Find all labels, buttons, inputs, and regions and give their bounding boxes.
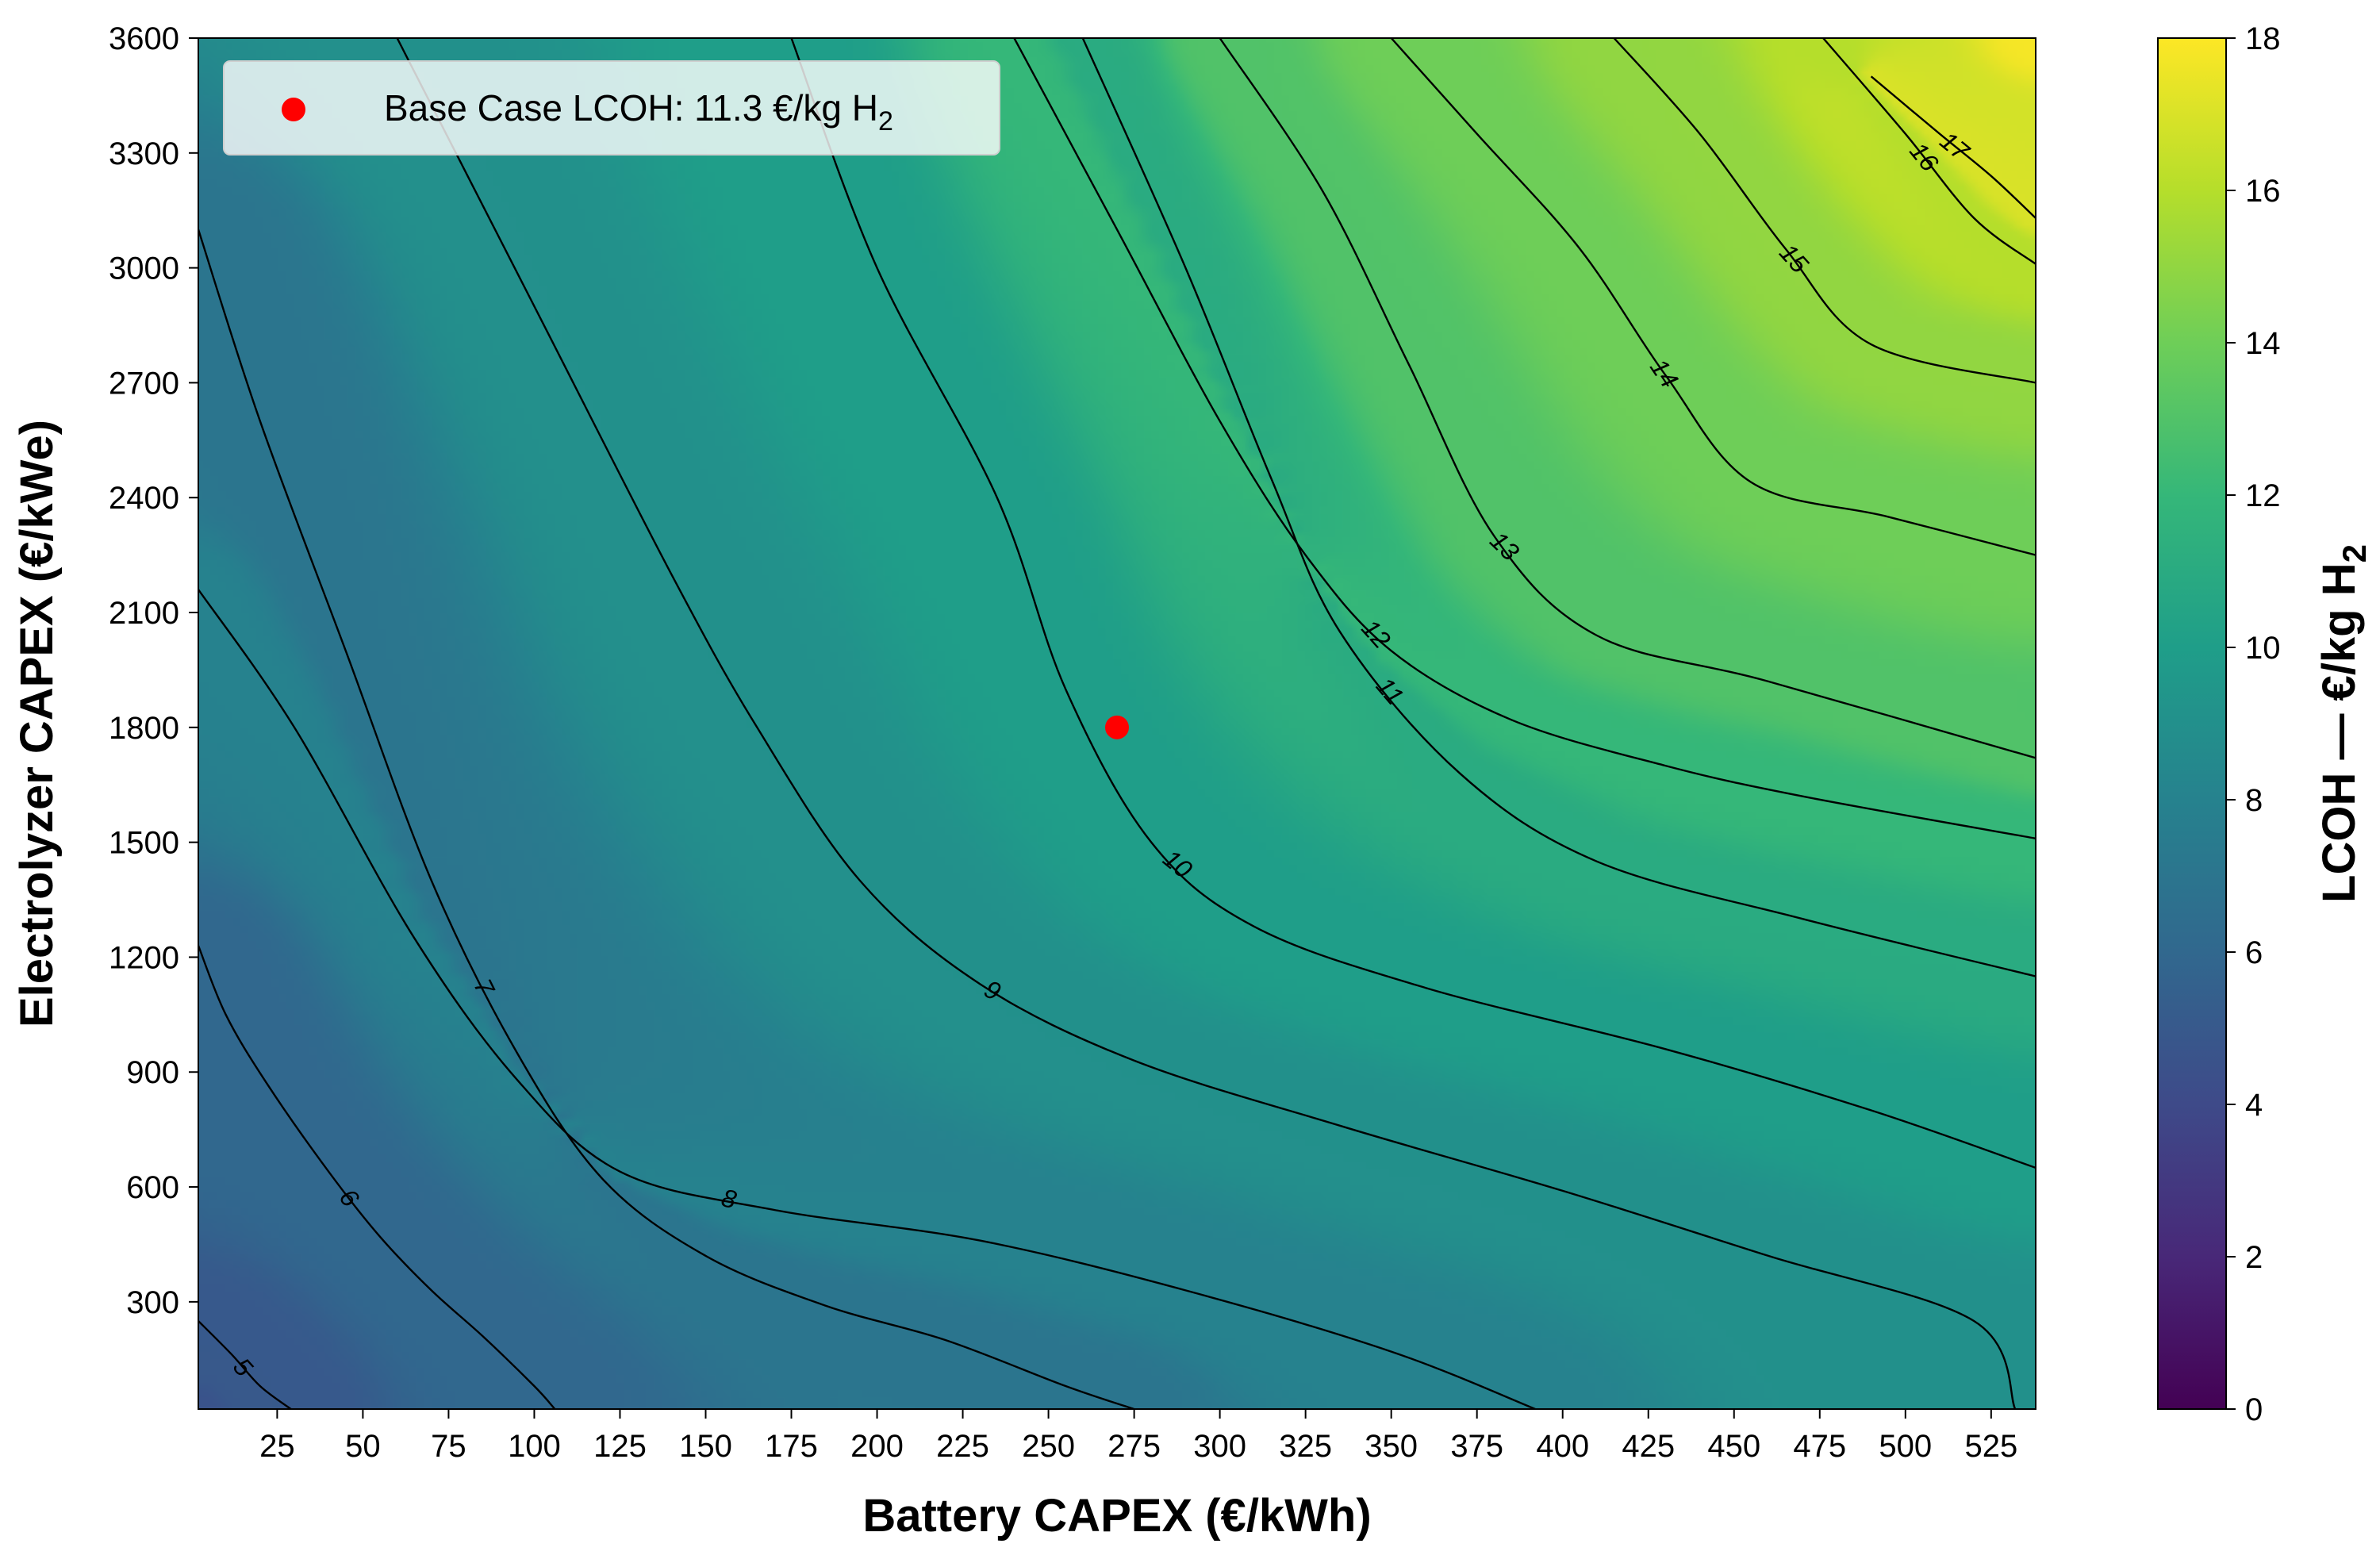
colorbar-tick-label: 18 — [2245, 21, 2281, 56]
colorbar-tick-label: 10 — [2245, 631, 2281, 666]
legend-entry: Base Case LCOH: 11.3 €/kg H2 — [384, 87, 893, 136]
contour-line-7 — [198, 228, 1134, 1409]
colorbar-tick-label: 14 — [2245, 326, 2281, 361]
contour-line-16 — [1822, 38, 2036, 265]
colorbar: 0 2 4 6 8 10 12 14 16 18 LCOH — €/kg H2 — [2157, 21, 2373, 1427]
contour-line-13 — [1219, 38, 2036, 759]
x-tick-label: 375 — [1450, 1429, 1503, 1464]
x-tick-label: 425 — [1622, 1429, 1675, 1464]
x-tick-label: 450 — [1707, 1429, 1760, 1464]
colorbar-tick-label: 0 — [2245, 1392, 2263, 1427]
y-tick-label: 1500 — [109, 826, 179, 861]
colorbar-title: LCOH — €/kg H2 — [2313, 544, 2373, 903]
legend: Base Case LCOH: 11.3 €/kg H2 — [223, 60, 1000, 156]
legend-subscript: 2 — [878, 106, 893, 136]
y-tick-label: 3300 — [109, 136, 179, 171]
points-layer — [1105, 715, 1129, 739]
legend-box — [223, 60, 1000, 156]
x-tick-label: 100 — [508, 1429, 561, 1464]
y-tick-label: 1200 — [109, 940, 179, 975]
plot-frame — [198, 37, 2036, 1410]
legend-marker — [282, 98, 305, 121]
y-tick-label: 2700 — [109, 366, 179, 401]
base-case-point — [1105, 715, 1129, 739]
x-tick-label: 525 — [1964, 1429, 2017, 1464]
contour-line-15 — [1613, 38, 2036, 384]
x-axis-title: Battery CAPEX (€/kWh) — [862, 1490, 1371, 1542]
contour-line-10 — [790, 38, 2036, 1169]
colorbar-gradient — [2157, 37, 2227, 1410]
x-tick-label: 325 — [1279, 1429, 1332, 1464]
contour-line-6 — [198, 945, 556, 1409]
y-tick-label: 2100 — [109, 596, 179, 631]
colorbar-tick-label: 8 — [2245, 783, 2263, 818]
y-tick-label: 600 — [126, 1170, 179, 1205]
x-tick-label: 200 — [850, 1429, 904, 1464]
contour-line-11 — [1081, 38, 2036, 977]
colorbar-tick-label: 16 — [2245, 174, 2281, 209]
y-tick-label: 3000 — [109, 252, 179, 286]
contour-line-8 — [198, 589, 1536, 1409]
y-tick-label: 300 — [126, 1285, 179, 1320]
x-tick-label: 400 — [1536, 1429, 1589, 1464]
contour-line-9 — [396, 38, 2017, 1409]
x-tick-label: 150 — [679, 1429, 732, 1464]
contour-line-14 — [1390, 38, 2036, 556]
y-axis-title: Electrolyzer CAPEX (€/kWe) — [11, 420, 63, 1027]
x-tick-label: 125 — [593, 1429, 647, 1464]
x-tick-label: 50 — [345, 1429, 381, 1464]
y-tick-label: 1800 — [109, 711, 179, 746]
x-tick-label: 175 — [765, 1429, 818, 1464]
x-tick-label: 475 — [1793, 1429, 1846, 1464]
x-tick-label: 275 — [1107, 1429, 1161, 1464]
contour-line-17 — [1870, 75, 2036, 219]
contour-line-5 — [198, 1320, 292, 1409]
y-tick-label: 2400 — [109, 481, 179, 516]
x-tick-label: 350 — [1365, 1429, 1418, 1464]
x-tick-label: 500 — [1879, 1429, 1932, 1464]
x-tick-label: 75 — [431, 1429, 466, 1464]
colorbar-tick-label: 12 — [2245, 478, 2281, 513]
contour-line-12 — [1013, 38, 2036, 839]
x-axis: 25 50 75 100 125 150 175 200 225 250 275 300 325 350 3… — [259, 1409, 2017, 1464]
x-tick-label: 25 — [259, 1429, 295, 1464]
x-tick-label: 300 — [1193, 1429, 1246, 1464]
x-tick-label: 250 — [1022, 1429, 1075, 1464]
colorbar-tick-label: 4 — [2245, 1088, 2263, 1123]
y-tick-label: 900 — [126, 1055, 179, 1090]
colorbar-tick-label: 2 — [2245, 1240, 2263, 1275]
y-tick-label: 3600 — [109, 21, 179, 56]
x-tick-label: 225 — [936, 1429, 989, 1464]
colorbar-tick-label: 6 — [2245, 935, 2263, 970]
colorbar-ticks: 0 2 4 6 8 10 12 14 16 18 — [2226, 21, 2281, 1427]
contour-lines — [198, 38, 2036, 1409]
colorbar-title-subscript: 2 — [2336, 544, 2373, 563]
y-axis: 300 600 900 1200 1500 1800 2100 2400 2700 3000 330… — [109, 21, 198, 1320]
